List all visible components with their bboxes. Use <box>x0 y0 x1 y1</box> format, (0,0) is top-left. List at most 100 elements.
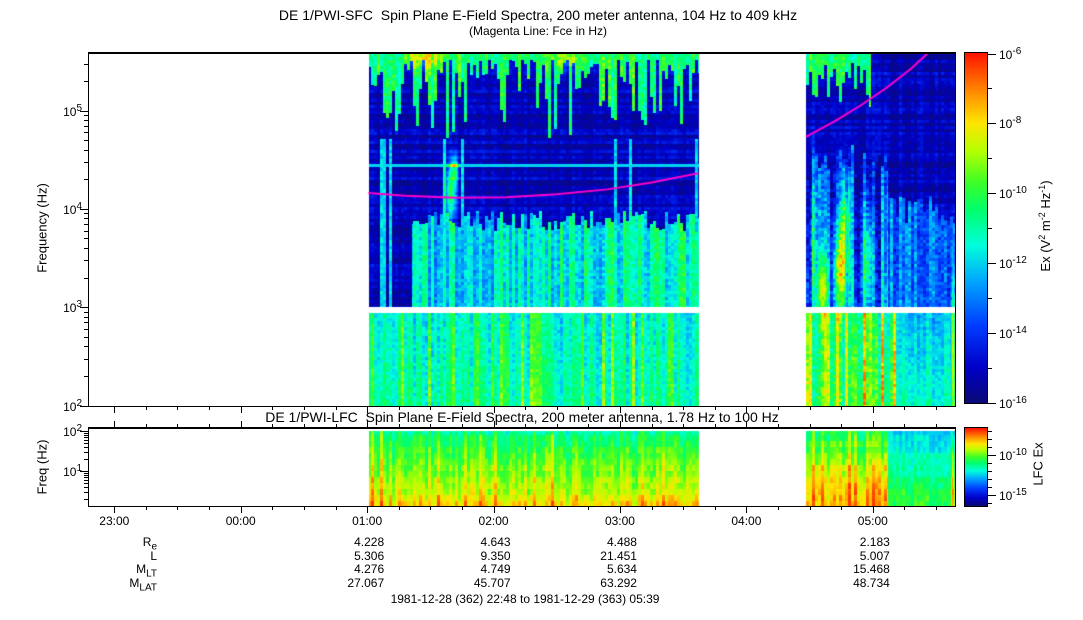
time-axis-label: 05:00 <box>857 514 888 528</box>
time-major-tick <box>114 421 115 427</box>
lfc-colorbar-tick-label: 10-10 <box>999 447 1027 463</box>
sfc-y-minor-tick <box>84 218 88 219</box>
sfc-y-tick-label: 105 <box>63 103 82 119</box>
sfc-colorbar-minor-tick <box>988 368 992 369</box>
time-minor-tick <box>841 424 842 427</box>
ephemeris-value: 4.488 <box>606 535 637 549</box>
sfc-y-minor-tick <box>84 337 88 338</box>
time-axis-label: 04:00 <box>731 514 762 528</box>
time-minor-tick <box>272 507 273 510</box>
time-minor-tick <box>936 407 937 410</box>
sfc-y-minor-tick <box>84 64 88 65</box>
sfc-plot-subtitle: (Magenta Line: Fce in Hz) <box>468 24 608 38</box>
sfc-colorbar-major-tick <box>988 263 996 264</box>
time-major-tick <box>367 407 368 413</box>
sfc-plot-title: DE 1/PWI-SFC Spin Plane E-Field Spectra,… <box>278 7 798 23</box>
sfc-y-minor-tick <box>84 238 88 239</box>
time-minor-tick <box>652 424 653 427</box>
ephemeris-value: 4.643 <box>480 535 511 549</box>
time-range-footer: 1981-12-28 (362) 22:48 to 1981-12-29 (36… <box>390 592 660 606</box>
time-minor-tick <box>399 407 400 410</box>
time-minor-tick <box>209 507 210 510</box>
time-minor-tick <box>430 407 431 410</box>
time-minor-tick <box>652 507 653 510</box>
sfc-colorbar-tick-label: 10-12 <box>999 255 1027 271</box>
sfc-y-minor-tick <box>84 317 88 318</box>
lfc-colorbar-minor-tick <box>988 439 992 440</box>
lfc-colorbar-tick-label: 10-15 <box>999 487 1027 503</box>
time-minor-tick <box>146 424 147 427</box>
lfc-y-minor-tick <box>84 440 88 441</box>
ephemeris-row-label: L <box>150 548 157 563</box>
lfc-colorbar-minor-tick <box>988 447 992 448</box>
time-minor-tick <box>209 407 210 410</box>
lfc-plot-title: DE 1/PWI-LFC Spin Plane E-Field Spectra,… <box>265 409 779 425</box>
time-minor-tick <box>715 407 716 410</box>
time-axis-label: 02:00 <box>478 514 509 528</box>
time-minor-tick <box>304 407 305 410</box>
sfc-y-minor-tick <box>84 162 88 163</box>
lfc-y-minor-tick <box>84 435 88 436</box>
time-major-tick <box>367 421 368 427</box>
time-major-tick <box>494 407 495 413</box>
sfc-y-minor-tick <box>84 278 88 279</box>
sfc-y-major-tick <box>80 111 88 112</box>
ephemeris-value: 27.067 <box>347 575 385 590</box>
sfc-colorbar-major-tick <box>988 54 996 55</box>
sfc-colorbar-minor-tick <box>988 228 992 229</box>
time-minor-tick <box>177 407 178 410</box>
time-minor-tick <box>652 407 653 410</box>
sfc-colorbar-tick-label: 10-14 <box>999 325 1027 341</box>
time-minor-tick <box>588 507 589 510</box>
sfc-colorbar-minor-tick <box>988 298 992 299</box>
ephemeris-row-label: MLAT <box>129 575 157 593</box>
time-minor-tick <box>810 507 811 510</box>
sfc-colorbar-minor-tick <box>988 158 992 159</box>
sfc-y-axis-label: Frequency (Hz) <box>34 183 50 273</box>
lfc-y-minor-tick <box>84 475 88 476</box>
time-major-tick <box>367 507 368 513</box>
lfc-y-minor-tick <box>84 492 88 493</box>
time-major-tick <box>620 407 621 413</box>
ephemeris-value: 21.451 <box>600 548 637 563</box>
time-minor-tick <box>399 507 400 510</box>
time-major-tick <box>494 421 495 427</box>
time-minor-tick <box>557 407 558 410</box>
sfc-y-major-tick <box>80 307 88 308</box>
lfc-y-minor-tick <box>84 447 88 448</box>
time-major-tick <box>620 507 621 513</box>
lfc-y-minor-tick <box>84 473 88 474</box>
time-minor-tick <box>683 424 684 427</box>
time-minor-tick <box>525 507 526 510</box>
time-minor-tick <box>430 424 431 427</box>
sfc-y-minor-tick <box>84 81 88 82</box>
sfc-colorbar-major-tick <box>988 123 996 124</box>
sfc-y-minor-tick <box>84 132 88 133</box>
lfc-y-minor-tick <box>84 477 88 478</box>
time-major-tick <box>873 507 874 513</box>
time-axis-label: 23:00 <box>99 514 130 528</box>
time-major-tick <box>114 407 115 413</box>
time-minor-tick <box>588 424 589 427</box>
time-minor-tick <box>272 407 273 410</box>
ephemeris-value: 15.468 <box>853 562 890 576</box>
time-major-tick <box>494 507 495 513</box>
ephemeris-value: 4.228 <box>354 535 385 549</box>
time-minor-tick <box>146 407 147 410</box>
lfc-colorbar-major-tick <box>988 455 996 456</box>
lfc-colorbar-minor-tick <box>988 471 992 472</box>
sfc-spectrogram-canvas <box>89 54 955 406</box>
lfc-y-minor-tick <box>84 483 88 484</box>
ephemeris-value: 5.007 <box>859 548 890 563</box>
ephemeris-value: 5.634 <box>606 562 637 576</box>
sfc-colorbar-major-tick <box>988 403 996 404</box>
ephemeris-value: 9.350 <box>480 548 511 563</box>
lfc-colorbar-major-tick <box>988 495 996 496</box>
time-minor-tick <box>336 424 337 427</box>
time-minor-tick <box>904 507 905 510</box>
time-major-tick <box>873 421 874 427</box>
sfc-y-minor-tick <box>84 260 88 261</box>
lfc-y-tick-label: 101 <box>63 463 82 479</box>
sfc-colorbar-canvas <box>965 53 987 403</box>
time-minor-tick <box>430 507 431 510</box>
